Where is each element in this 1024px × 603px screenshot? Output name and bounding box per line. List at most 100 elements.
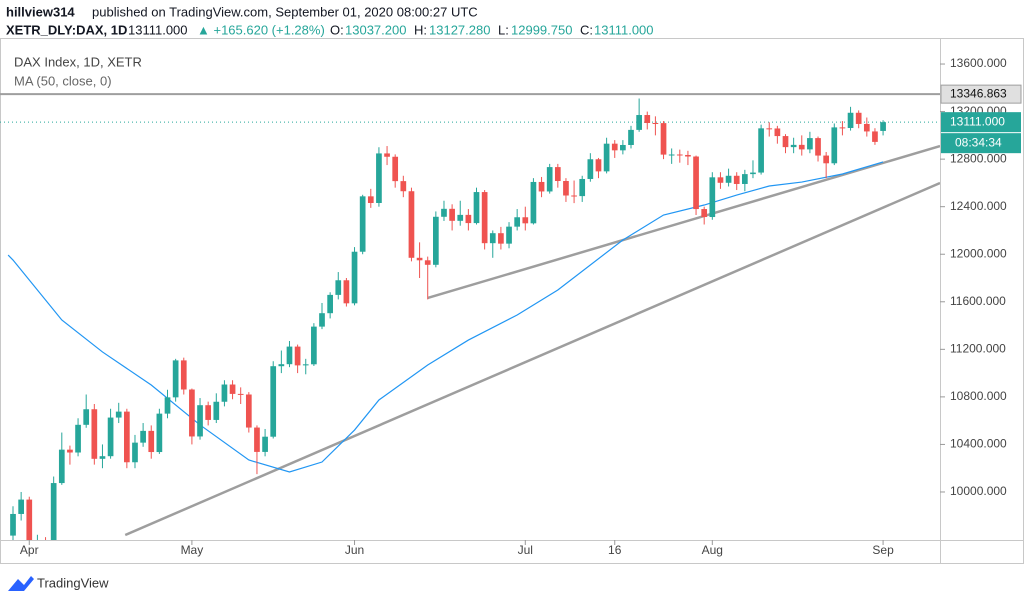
logo: TradingView [8,575,109,591]
candle-body [311,326,317,365]
trend-line [427,144,940,300]
countdown-label: 08:34:34 [955,135,1002,149]
plot [0,93,940,540]
x-tick-label: Sep [872,543,894,557]
candle-body [506,226,512,244]
candle-body [205,405,212,420]
x-tick-label: Jul [518,543,533,557]
candle-body [457,214,464,221]
change: ▲ +165.620 (+1.28%) [197,22,325,37]
candle-body [807,138,813,150]
candle-body [685,154,691,157]
candle-body [498,233,504,244]
candle-body [124,411,130,463]
candle-body [652,122,659,124]
candle-body [774,128,781,137]
candle-body [180,360,187,390]
low: 12999.750 [511,22,572,37]
candle-body [67,449,73,453]
y-tick-label: 13600.000 [950,56,1007,70]
candle-body [628,129,634,145]
candle-body [424,260,431,265]
candle-body [408,191,415,258]
candle-body [554,167,561,182]
open: 13037.200 [345,22,406,37]
candle-body [221,384,228,402]
candle-body [546,167,553,192]
hline-tag [940,84,1022,104]
candle-body [481,192,488,244]
candle-body [847,112,854,128]
candle-body [115,411,122,418]
candle-body [359,196,366,252]
legend-indicator: MA (50, close, 0) [14,73,112,88]
candle-body [717,177,724,183]
candle-body [571,195,577,197]
high-label: H: [414,22,427,37]
candle-body [18,499,24,514]
last-price-label: 13111.000 [950,114,1005,128]
candle-body [880,122,886,131]
candle-body [58,449,65,484]
candle-body [530,181,537,224]
candle-body [465,214,472,224]
candle-body [620,144,626,151]
candle-body [587,159,594,179]
candle-body [270,366,277,437]
candle-body [351,251,358,304]
candle-body [636,115,642,130]
candle-body [189,389,195,437]
candle-body [99,456,106,459]
candle-body [327,294,333,314]
candle-body [50,483,57,540]
candle-body [733,175,740,184]
candle-body [750,172,756,175]
logo-icon [8,576,34,591]
candle-body [335,280,342,295]
candle-body [26,499,33,540]
candle-body [278,364,285,367]
countdown-tag [941,133,1021,154]
candle-body [782,136,789,148]
y-tick-label: 12800.000 [950,151,1007,165]
x-tick-label: May [181,543,204,557]
candle-body [376,153,382,203]
candle-body [660,123,667,155]
y-tick-label: 10400.000 [950,437,1007,451]
candle-body [254,427,260,452]
candle-body [538,181,545,192]
candle-body [563,181,569,196]
symbol: XETR_DLY:DAX, 1D [6,22,127,37]
candle-body [725,175,732,183]
brand: TradingView [37,575,109,590]
candle-body [611,143,618,151]
candle-body [156,413,163,453]
candle-body [603,143,610,172]
y-tick-label: 12000.000 [950,246,1007,260]
candle-body [441,208,447,217]
candle-body [823,155,830,164]
candle-body [595,159,602,172]
candle-body [709,177,716,218]
candle-body [758,128,764,173]
candle-body [872,131,878,142]
candle-body [790,144,797,148]
low-label: L: [498,22,509,37]
y-tick-label: 12400.000 [950,199,1007,213]
last: 13111.000 [128,22,188,37]
x-tick-label: Jun [345,543,364,557]
axes: 10000.000 10400.000 10800.000 11200.000 1160… [20,56,1022,557]
published-info: published on TradingView.com, September … [92,4,478,19]
legend-instrument: DAX Index, 1D, XETR [14,54,142,69]
candle-body [855,112,862,124]
frame [0,38,1024,564]
candle-body [766,128,773,130]
candle-body [319,313,325,327]
candle-body [693,156,699,210]
close-label: C: [580,22,593,37]
candle-body [579,178,586,197]
candle-body [286,346,293,365]
candle-body [489,233,496,244]
x-tick-label: 16 [608,543,622,557]
